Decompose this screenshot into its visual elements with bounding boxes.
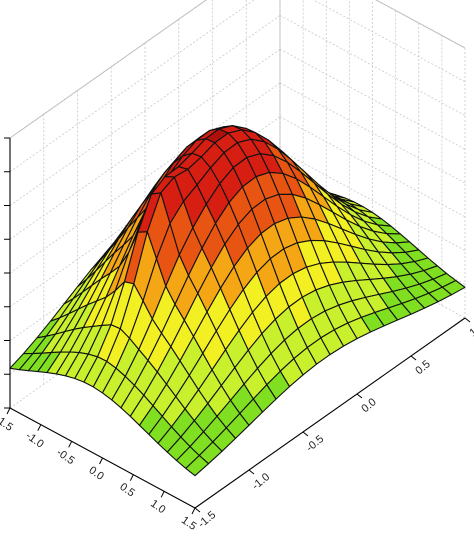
y-tick xyxy=(248,469,255,475)
grid-line xyxy=(279,15,466,116)
y-tick xyxy=(410,355,417,361)
y-tick-label: 1.0 xyxy=(467,320,474,339)
x-tick xyxy=(160,491,165,498)
x-tick-label: -1.5 xyxy=(0,413,15,434)
x-tick xyxy=(37,424,42,431)
y-tick-label: 0.5 xyxy=(413,358,432,377)
x-tick-label: -0.5 xyxy=(54,447,76,468)
grid-line xyxy=(279,82,466,184)
y-tick xyxy=(356,393,363,399)
x-tick xyxy=(191,507,196,515)
y-tick xyxy=(464,317,471,323)
x-tick-label: 1.0 xyxy=(148,498,167,517)
x-tick xyxy=(99,457,103,465)
x-tick xyxy=(6,407,11,415)
y-tick-label: -1.0 xyxy=(250,471,272,492)
y-tick-label: 0.0 xyxy=(359,396,378,415)
box-edge xyxy=(375,0,466,49)
y-tick-label: -1.5 xyxy=(196,509,218,530)
y-tick xyxy=(302,431,309,437)
surface-cell xyxy=(185,454,210,477)
x-tick xyxy=(68,441,73,448)
grid-line xyxy=(9,82,281,274)
grid-line xyxy=(312,0,466,83)
grid-line xyxy=(9,0,207,139)
x-tick-label: 1.5 xyxy=(179,514,198,533)
x-tick-label: -1.0 xyxy=(23,430,45,451)
y-tick-label: -0.5 xyxy=(304,433,326,454)
y-tick xyxy=(194,507,201,513)
x-tick xyxy=(129,474,134,481)
grid-line xyxy=(9,15,281,206)
box-edge xyxy=(194,317,466,509)
grid-line xyxy=(9,0,255,173)
surface-mesh xyxy=(9,125,466,477)
grid-line xyxy=(279,150,466,251)
x-tick-label: 0.0 xyxy=(87,464,106,483)
grid-line xyxy=(279,48,466,150)
grid-line xyxy=(9,48,281,240)
x-tick-label: 0.5 xyxy=(117,481,136,500)
